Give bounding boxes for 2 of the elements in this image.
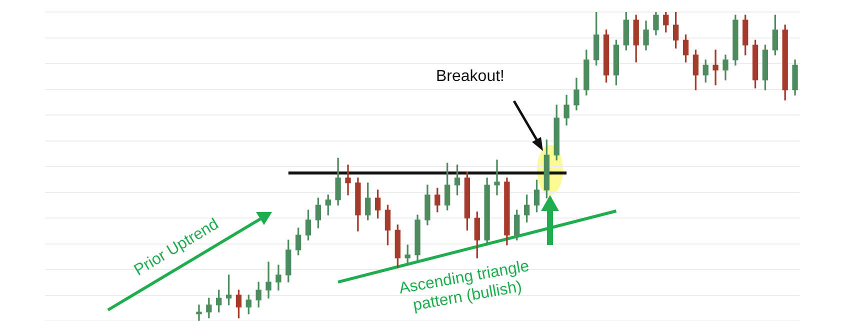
annotation: Ascending triangle pattern (bullish) <box>398 256 532 316</box>
annotation: Breakout! <box>436 66 504 86</box>
